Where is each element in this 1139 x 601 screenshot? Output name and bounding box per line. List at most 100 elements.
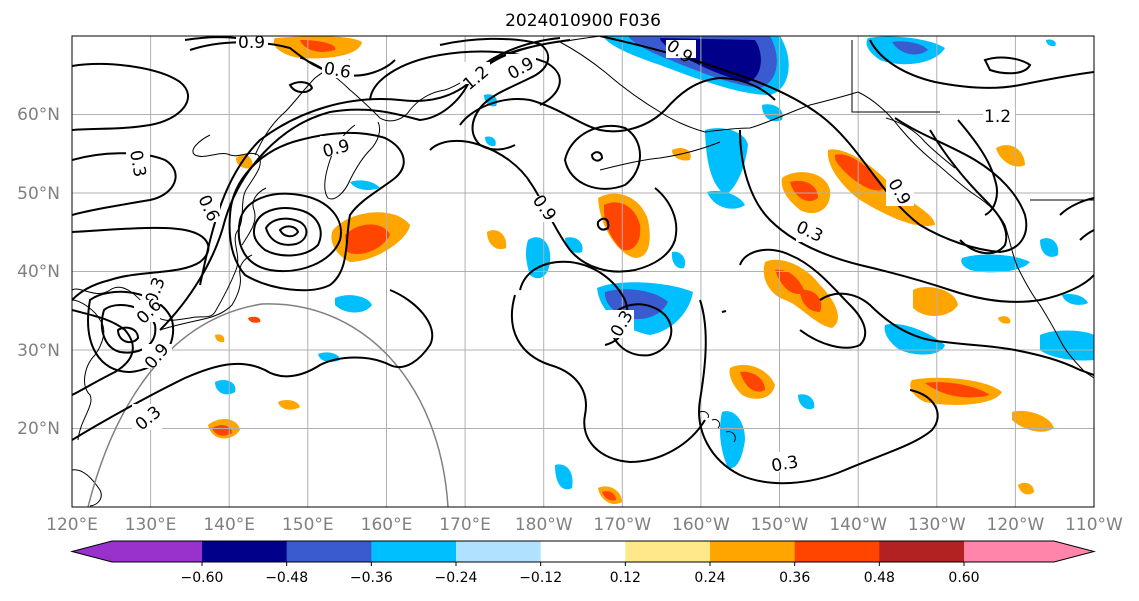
contour (957, 119, 998, 216)
cold-blob (1062, 293, 1088, 305)
lon-tick-label: 170°E (439, 515, 491, 535)
contour-label-bg (532, 196, 558, 222)
cold-blob (798, 394, 815, 410)
cold-blob (961, 254, 1030, 273)
colorbar-segment (286, 541, 372, 562)
warm-blob (1018, 482, 1034, 495)
contour-labels: 0.9 0.6 1.2 0.9 0.9 1.2 0.3 0.9 0.6 0.9 … (125, 33, 1015, 477)
lon-tick-label: 170°W (593, 515, 651, 535)
contour (429, 139, 678, 273)
warm-blob (1012, 410, 1054, 432)
coastline-alaska (559, 41, 859, 133)
contour-label: 0.3 (770, 452, 800, 476)
warm-blob (602, 491, 616, 501)
lon-tick-labels: 120°E 130°E 140°E 150°E 160°E 170°E 180°… (46, 515, 1123, 535)
warm-blob (487, 230, 507, 250)
contour-label-bg (142, 344, 172, 368)
contour-label-bg (134, 300, 160, 322)
contour-label-bg (322, 60, 354, 78)
map-area: 0.9 0.6 1.2 0.9 0.9 1.2 0.3 0.9 0.6 0.9 … (72, 33, 1094, 507)
colorbar-tick-label: −0.60 (181, 570, 224, 586)
contour (72, 152, 177, 216)
contour (72, 63, 190, 131)
warm-blob (996, 145, 1025, 167)
contour (72, 226, 210, 301)
colorbar-segment (710, 541, 796, 562)
colorbar-tick-label: 0.24 (694, 570, 725, 586)
contour-label: 0.9 (238, 33, 265, 53)
contour-label: 0.6 (322, 59, 352, 83)
lon-tick-label: 150°W (751, 515, 809, 535)
contour-label-bg (606, 310, 634, 338)
cold-blob (335, 295, 372, 313)
map-title: 2024010900 F036 (505, 11, 661, 31)
contour (563, 124, 641, 190)
contour (819, 292, 1094, 376)
coastline-kamchatka (324, 121, 381, 200)
cold-blob (1040, 238, 1059, 257)
contour-label-bg (460, 62, 490, 84)
contour-label-bg (506, 54, 536, 74)
contour (596, 217, 610, 231)
coastline-na (851, 40, 940, 113)
cold-blob (485, 136, 496, 147)
colorbar-tick-label: 0.12 (610, 570, 641, 586)
contour-label-bg (126, 150, 150, 176)
contour (510, 294, 706, 464)
colorbar-segment (794, 541, 880, 562)
contour-label-bg (320, 136, 354, 156)
coastline-na (885, 117, 956, 169)
warm-blob (345, 224, 390, 255)
contour-label-bg (983, 106, 1015, 124)
contour (252, 207, 322, 257)
contour (278, 225, 300, 238)
contour (698, 299, 939, 485)
map-frame (71, 35, 1095, 508)
cold-blob (215, 380, 236, 395)
contour (228, 131, 405, 292)
coastline-na (857, 91, 1094, 379)
colorbar-segment (540, 541, 626, 562)
colorbar-tick-label: −0.12 (519, 570, 562, 586)
contour-label-bg (142, 278, 168, 304)
contour (369, 50, 561, 106)
map-grid (72, 36, 1094, 507)
coastline-asia (72, 469, 102, 507)
colorbar-outline (70, 540, 1096, 563)
warm-blob (790, 180, 818, 202)
colorbar-tick-labels: −0.60 −0.48 −0.36 −0.24 −0.12 0.12 0.24 0.36 0.4… (181, 570, 980, 586)
coastline-asia (72, 299, 105, 441)
cold-blob (884, 323, 945, 355)
cold-blob (350, 180, 380, 190)
contour (929, 129, 1008, 255)
lon-tick-label: 160°W (672, 515, 730, 535)
colorbar-extend-low (72, 541, 202, 562)
warm-blob (215, 334, 225, 343)
lon-tick-label: 140°E (203, 515, 255, 535)
warm-blob (212, 425, 232, 436)
warm-blob (740, 371, 765, 392)
range-circle (87, 303, 449, 507)
contour (1059, 197, 1094, 216)
lat-tick-label: 50°N (17, 184, 60, 204)
lon-tick-label: 180°W (515, 515, 573, 535)
contour-label-bg (236, 36, 268, 50)
colorbar-extend-high (964, 541, 1094, 562)
coastline-hawaii (711, 419, 721, 429)
cold-blob (1040, 330, 1094, 361)
coastline-hawaii (699, 411, 709, 419)
contour-label-bg (132, 404, 162, 430)
lon-tick-label: 160°E (361, 515, 413, 535)
colorbar-segment (371, 541, 457, 562)
coastline-alaska (599, 141, 721, 171)
contour-label-bg (770, 452, 804, 472)
contour (983, 56, 1032, 75)
colorbar-tick-label: −0.36 (350, 570, 393, 586)
contour (264, 217, 308, 246)
warm-blob (278, 399, 300, 410)
contour-label: 1.2 (984, 107, 1011, 127)
lon-tick-label: 130°E (125, 515, 177, 535)
colorbar-segment (202, 541, 288, 562)
warm-blob (775, 269, 805, 294)
contour (590, 151, 604, 162)
